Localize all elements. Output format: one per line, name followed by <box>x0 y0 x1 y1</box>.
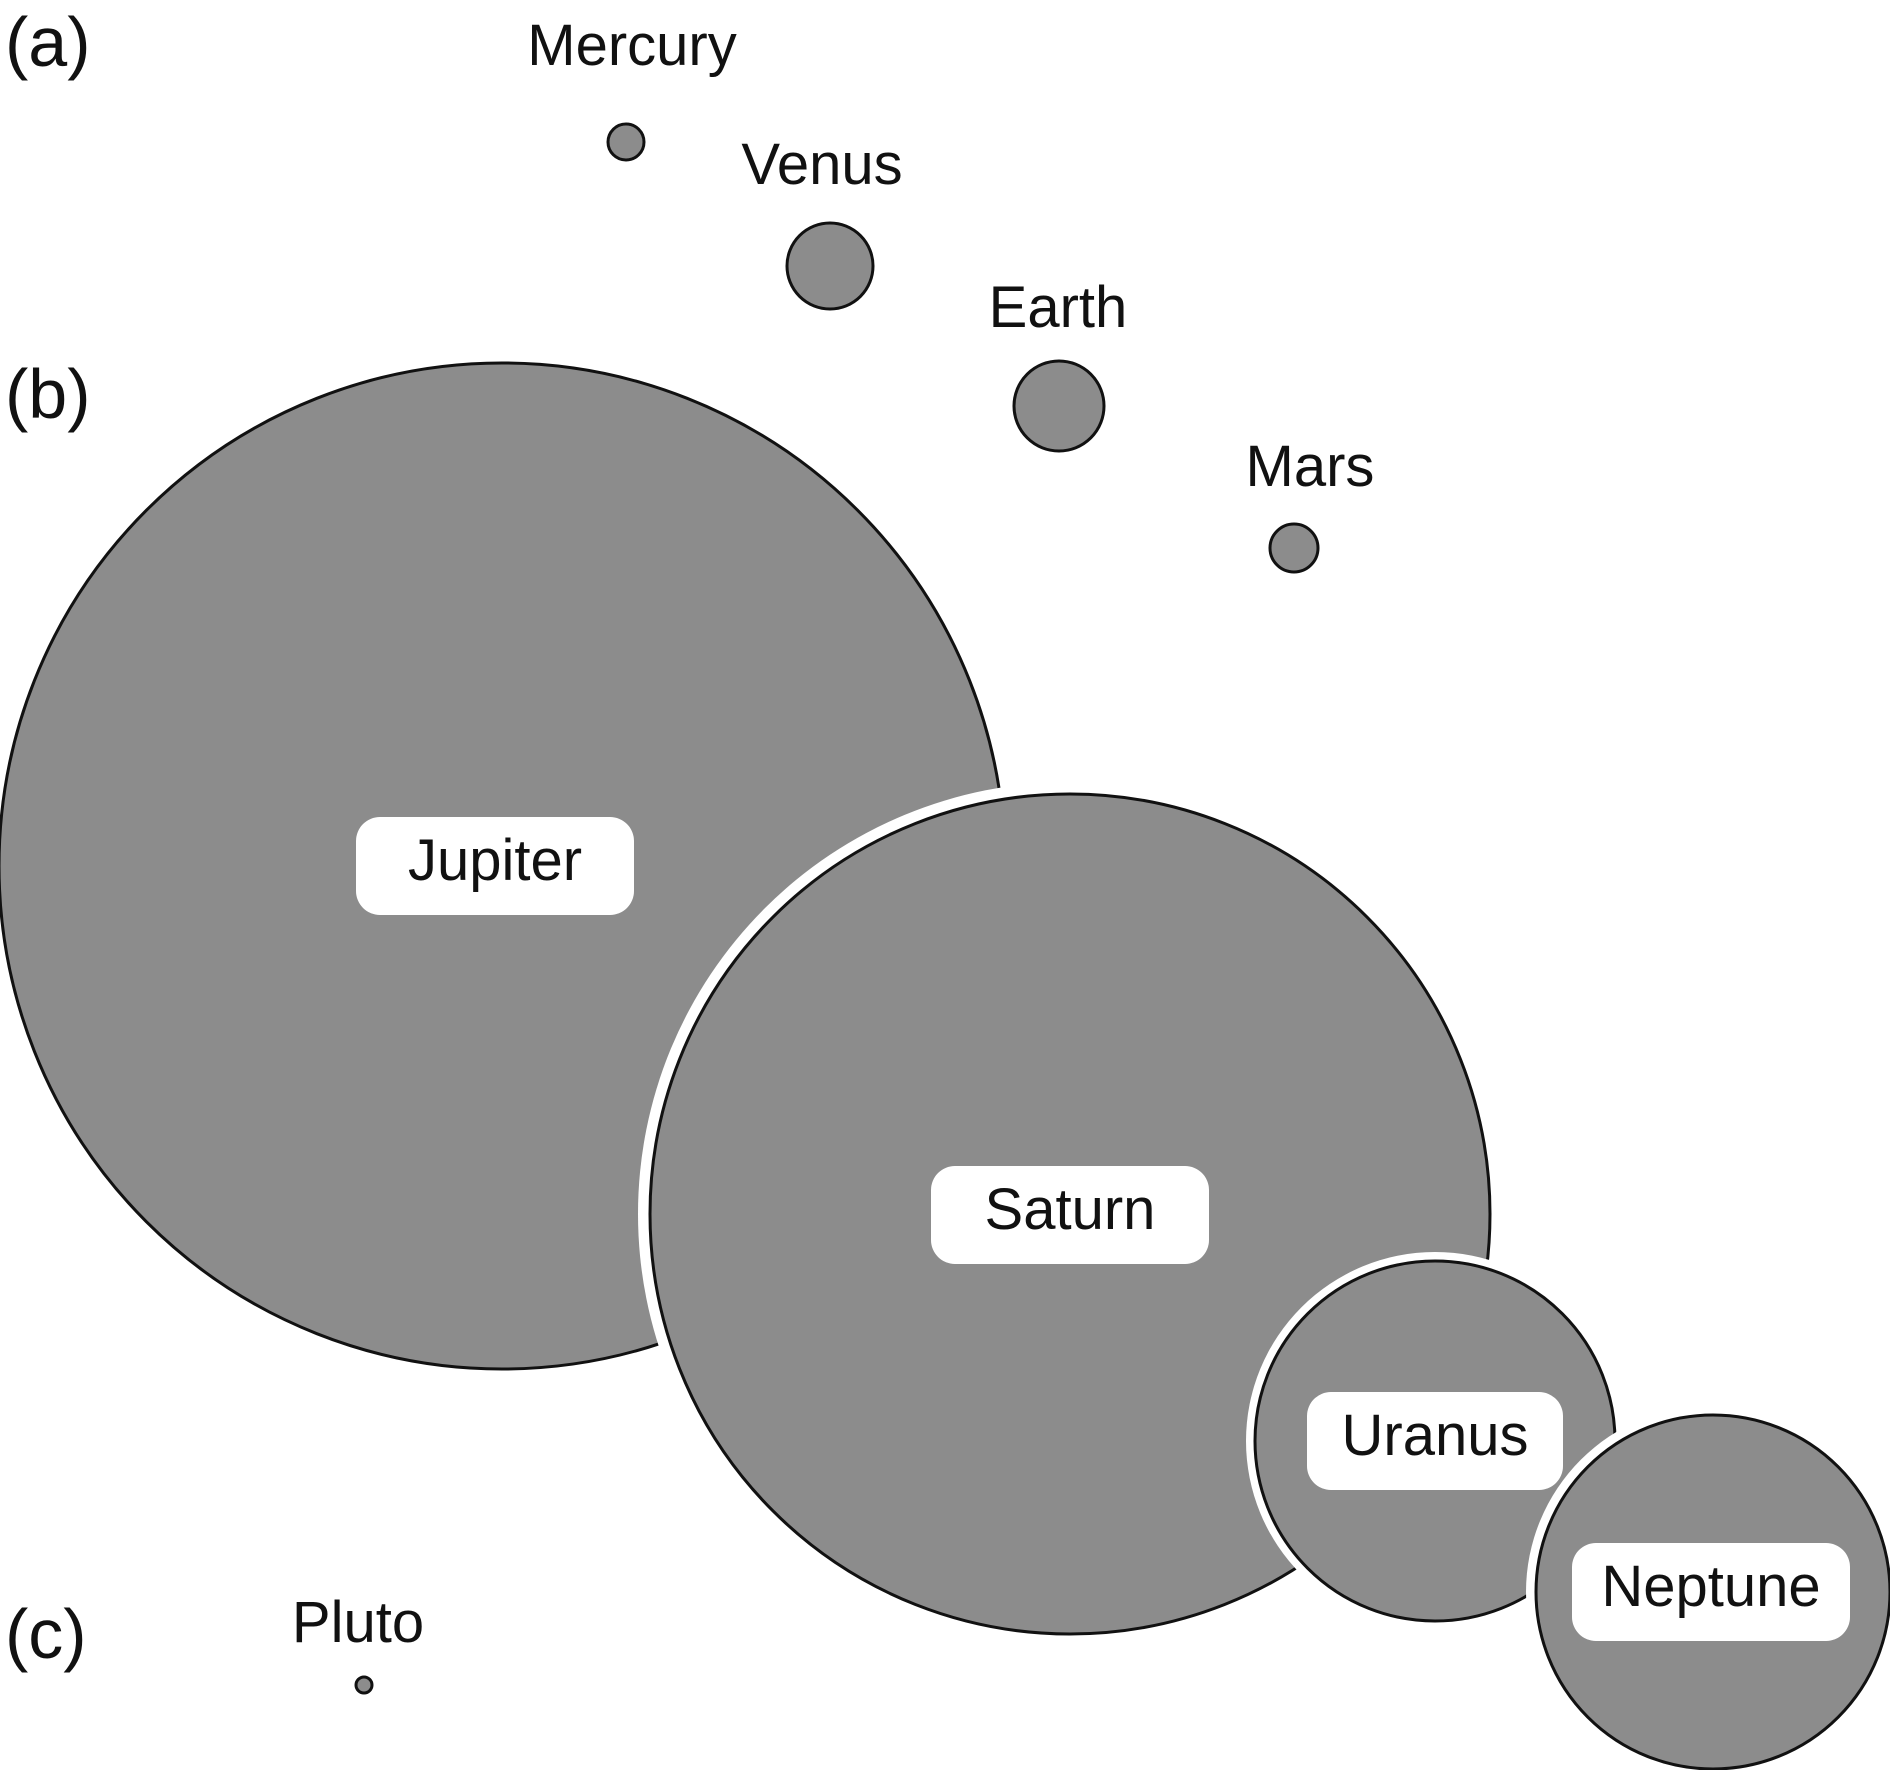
terrestrial-planets-group: Mercury Venus Earth Mars <box>527 13 1375 574</box>
jupiter-label-badge <box>356 817 634 915</box>
dwarf-planet-group: Pluto <box>292 1590 424 1695</box>
earth-label: Earth <box>989 275 1128 340</box>
pluto-label: Pluto <box>292 1590 424 1655</box>
earth-disk <box>1012 359 1106 453</box>
jupiter-label: Jupiter <box>408 828 582 893</box>
uranus-label: Uranus <box>1342 1403 1529 1468</box>
panel-label-b: (b) <box>5 355 91 433</box>
panel-label-a: (a) <box>5 3 91 81</box>
mercury-label: Mercury <box>527 13 736 78</box>
panel-label-c: (c) <box>5 1595 87 1673</box>
saturn-label-badge <box>931 1166 1209 1264</box>
giant-planets-group: Jupiter Saturn Uranus Neptune <box>0 361 1890 1770</box>
neptune-label: Neptune <box>1601 1554 1820 1619</box>
neptune-label-badge <box>1572 1543 1850 1641</box>
mars-disk <box>1268 522 1320 574</box>
mercury-disk <box>606 122 646 162</box>
venus-label: Venus <box>741 132 902 197</box>
venus-disk <box>785 221 875 311</box>
uranus-label-badge <box>1307 1392 1563 1490</box>
pluto-disk <box>354 1675 374 1695</box>
mars-label: Mars <box>1246 434 1375 499</box>
saturn-label: Saturn <box>985 1177 1156 1242</box>
